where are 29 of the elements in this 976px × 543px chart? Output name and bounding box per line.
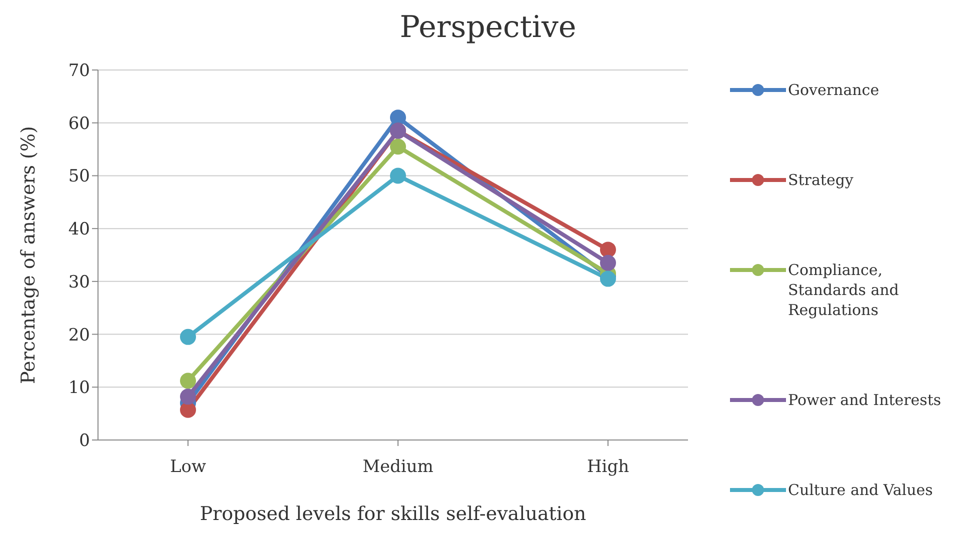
- y-tick-label: 30: [68, 272, 90, 292]
- x-tick-label: High: [586, 457, 630, 478]
- legend-label: Governance: [788, 80, 880, 100]
- point: [180, 328, 196, 345]
- point: [600, 242, 616, 258]
- point: [390, 168, 406, 184]
- legend-label: Power and Interests: [788, 390, 942, 410]
- legend-label: Compliance, Standards and Regulations: [788, 260, 900, 320]
- y-axis-title: Percentage of answers (%): [18, 126, 40, 384]
- x-tick-label: Medium: [362, 457, 434, 478]
- point: [180, 372, 196, 389]
- point: [390, 110, 406, 126]
- point: [180, 402, 196, 418]
- y-tick-label: 10: [68, 378, 90, 398]
- point: [600, 270, 616, 287]
- legend-label: Culture and Values: [788, 480, 934, 500]
- legend-label: Strategy: [788, 170, 854, 190]
- point: [390, 138, 406, 155]
- x-axis-title: Proposed levels for skills self-evaluation: [200, 503, 586, 525]
- y-tick-label: 70: [68, 61, 90, 82]
- chart-title: Perspective: [398, 9, 578, 47]
- y-tick-label: 50: [68, 166, 90, 187]
- point: [600, 254, 616, 271]
- x-tick-label: Low: [170, 457, 206, 478]
- y-tick-label: 20: [68, 325, 90, 346]
- y-tick-label: 40: [68, 220, 90, 240]
- y-tick-label: 60: [68, 114, 90, 134]
- y-tick-label: 0: [79, 431, 90, 452]
- point: [180, 388, 196, 405]
